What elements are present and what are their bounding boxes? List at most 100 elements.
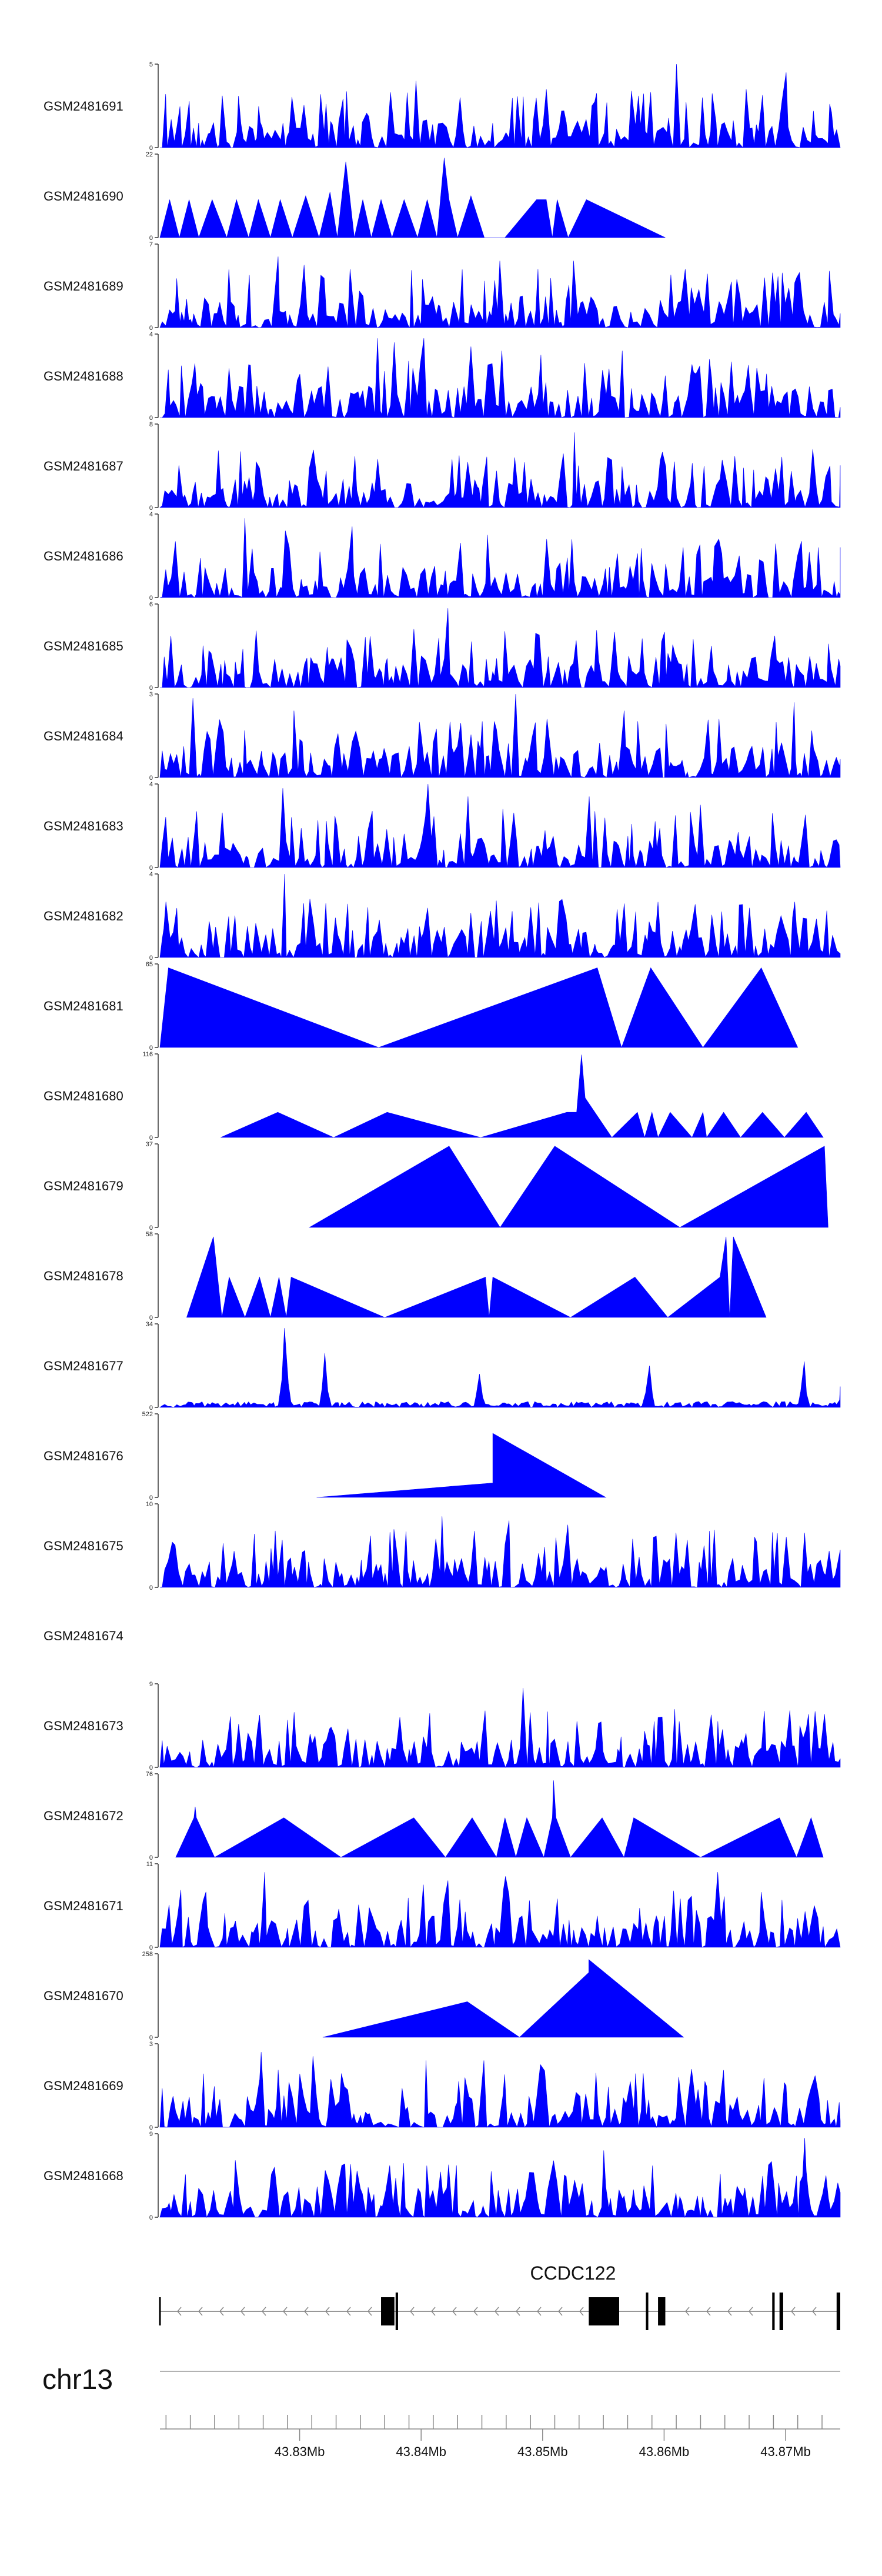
track-gsm2481691: GSM2481691 5 0	[44, 61, 841, 152]
track-label: GSM2481669	[44, 2078, 123, 2093]
track-gsm2481675: GSM2481675 10 0	[44, 1501, 841, 1591]
y-tick-label-zero: 0	[149, 1045, 153, 1052]
exon-block	[779, 2293, 783, 2330]
coverage-area	[220, 1055, 824, 1139]
track-gsm2481686: GSM2481686 4 0	[44, 511, 841, 602]
y-tick-label-max: 11	[146, 1861, 153, 1868]
exon-block	[658, 2297, 666, 2325]
gene-name-label: CCDC122	[530, 2263, 616, 2284]
y-tick-label-zero: 0	[149, 325, 153, 332]
track-gsm2481672: GSM2481672 76 0	[44, 1771, 824, 1861]
exon-block	[646, 2293, 649, 2330]
track-label: GSM2481679	[44, 1179, 123, 1193]
y-tick-label-zero: 0	[149, 415, 153, 422]
track-label: GSM2481684	[44, 729, 123, 743]
y-tick-label-zero: 0	[149, 1134, 153, 1142]
track-gsm2481683: GSM2481683 4 0	[44, 781, 841, 872]
track-gsm2481668: GSM2481668 9 0	[44, 2131, 841, 2221]
y-tick-label-max: 7	[149, 241, 153, 248]
coverage-area	[159, 518, 841, 598]
coverage-area	[322, 1959, 684, 2038]
coverage-area	[159, 1688, 841, 1768]
y-tick-label-max: 10	[146, 1501, 153, 1508]
y-tick-label-zero: 0	[149, 685, 153, 692]
track-label: GSM2481689	[44, 279, 123, 293]
y-tick-label-zero: 0	[149, 235, 153, 242]
track-gsm2481688: GSM2481688 4 0	[44, 331, 841, 422]
coverage-area	[160, 338, 841, 419]
track-label: GSM2481688	[44, 369, 123, 383]
track-label: GSM2481670	[44, 1988, 123, 2003]
strand-chevron	[558, 2307, 563, 2316]
track-gsm2481681: GSM2481681 65 0	[44, 961, 799, 1052]
strand-chevron	[368, 2307, 372, 2316]
y-tick-label-zero: 0	[149, 955, 153, 962]
track-gsm2481682: GSM2481682 4 0	[44, 871, 841, 962]
strand-chevron	[473, 2307, 478, 2316]
track-label: GSM2481680	[44, 1089, 123, 1103]
track-label: GSM2481683	[44, 819, 123, 833]
y-tick-label-max: 258	[142, 1951, 153, 1958]
x-tick-label: 43.83Mb	[275, 2444, 325, 2459]
strand-chevron	[516, 2307, 520, 2316]
y-tick-label-zero: 0	[149, 2124, 153, 2131]
strand-chevron	[452, 2307, 457, 2316]
coverage-area	[159, 2138, 841, 2218]
y-tick-label-zero: 0	[149, 1584, 153, 1591]
track-label: GSM2481668	[44, 2168, 123, 2183]
track-label: GSM2481685	[44, 639, 123, 653]
coverage-area	[159, 783, 841, 868]
track-gsm2481680: GSM2481680 116 0	[44, 1051, 824, 1142]
exon-block	[589, 2297, 619, 2325]
y-tick-label-max: 522	[142, 1411, 153, 1418]
coverage-area	[186, 1236, 767, 1318]
y-tick-label-max: 8	[149, 421, 153, 428]
track-label: GSM2481691	[44, 99, 123, 114]
y-tick-label-zero: 0	[149, 775, 153, 782]
coverage-area	[159, 1516, 841, 1588]
coverage-area	[159, 693, 841, 779]
track-label: GSM2481681	[44, 999, 123, 1013]
strand-chevron	[579, 2307, 584, 2316]
genome-axis: chr13 43.83Mb 43.84Mb 43.85Mb 43.86Mb 43.87M…	[42, 2364, 840, 2459]
y-tick-label-zero: 0	[149, 1494, 153, 1501]
y-tick-label-zero: 0	[149, 1944, 153, 1951]
coverage-area	[159, 256, 841, 328]
y-tick-label-max: 22	[146, 151, 153, 158]
x-tick-label: 43.85Mb	[517, 2444, 568, 2459]
strand-chevron	[240, 2307, 245, 2316]
track-gsm2481685: GSM2481685 6 0	[44, 601, 841, 692]
track-gsm2481674: GSM2481674	[44, 1629, 123, 1643]
y-tick-label-zero: 0	[149, 1314, 153, 1322]
x-tick-label: 43.86Mb	[639, 2444, 690, 2459]
track-gsm2481679: GSM2481679 37 0	[44, 1141, 828, 1232]
strand-chevron	[283, 2307, 288, 2316]
track-label: GSM2481678	[44, 1269, 123, 1283]
strand-chevron	[325, 2307, 330, 2316]
coverage-area	[159, 873, 841, 959]
strand-chevron	[685, 2307, 690, 2316]
coverage-area	[159, 1328, 841, 1408]
strand-chevron	[727, 2307, 732, 2316]
strand-chevron	[812, 2307, 817, 2316]
exon-block	[381, 2297, 395, 2325]
coverage-area	[159, 1872, 841, 1948]
track-label: GSM2481672	[44, 1808, 123, 1823]
track-label: GSM2481674	[44, 1629, 123, 1643]
track-gsm2481677: GSM2481677 34 0	[44, 1321, 841, 1412]
track-label: GSM2481676	[44, 1449, 123, 1463]
y-tick-label-max: 34	[146, 1321, 153, 1328]
exon-block	[395, 2293, 398, 2330]
coverage-area	[316, 1433, 607, 1498]
coverage-area	[160, 608, 841, 688]
strand-chevron	[346, 2307, 351, 2316]
strand-chevron	[219, 2307, 224, 2316]
track-gsm2481689: GSM2481689 7 0	[44, 241, 841, 332]
track-gsm2481671: GSM2481671 11 0	[44, 1861, 841, 1951]
strand-chevron	[791, 2307, 796, 2316]
coverage-area	[309, 1146, 828, 1228]
y-tick-label-max: 3	[149, 691, 153, 698]
strand-chevron	[537, 2307, 542, 2316]
strand-chevron	[262, 2307, 266, 2316]
track-label: GSM2481690	[44, 189, 123, 203]
